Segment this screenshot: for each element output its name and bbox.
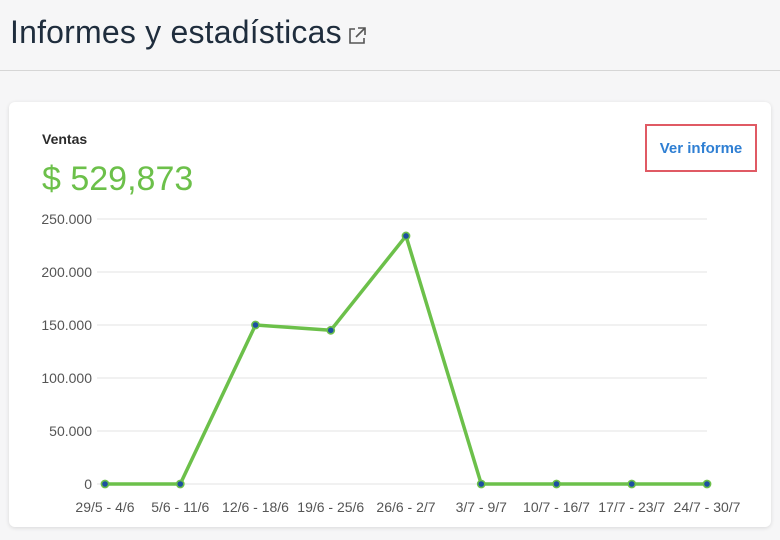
series-line bbox=[105, 234, 707, 486]
data-point bbox=[476, 479, 486, 489]
sales-card: Ventas $ 529,873 Ver informe bbox=[9, 102, 771, 527]
x-tick-label: 17/7 - 23/7 bbox=[598, 499, 665, 515]
y-tick-label: 0 bbox=[84, 476, 92, 492]
x-tick-label: 24/7 - 30/7 bbox=[674, 499, 741, 515]
data-point bbox=[702, 479, 712, 489]
view-report-link[interactable]: Ver informe bbox=[645, 124, 757, 172]
metric-label: Ventas bbox=[42, 131, 88, 147]
data-point bbox=[627, 479, 637, 489]
x-tick-label: 19/6 - 25/6 bbox=[297, 499, 364, 515]
x-tick-label: 12/6 - 18/6 bbox=[222, 499, 289, 515]
x-tick-label: 5/6 - 11/6 bbox=[151, 499, 209, 515]
y-tick-label: 150.000 bbox=[41, 317, 92, 333]
data-point bbox=[552, 479, 561, 489]
y-tick-label: 200.000 bbox=[41, 264, 92, 280]
y-tick-label: 100.000 bbox=[41, 370, 92, 386]
data-point bbox=[175, 479, 185, 489]
y-tick-label: 50.000 bbox=[49, 423, 92, 439]
y-tick-label: 250.000 bbox=[41, 211, 92, 227]
x-tick-label: 3/7 - 9/7 bbox=[456, 499, 508, 515]
x-tick-label: 10/7 - 16/7 bbox=[523, 499, 590, 515]
page-title: Informes y estadísticas bbox=[10, 14, 342, 50]
data-point bbox=[326, 325, 336, 335]
data-point bbox=[100, 479, 110, 489]
x-tick-label: 26/6 - 2/7 bbox=[376, 499, 435, 515]
external-link-icon[interactable] bbox=[346, 25, 368, 47]
page-header: Informes y estadísticas bbox=[0, 0, 780, 71]
data-point bbox=[401, 231, 411, 241]
metric-value: $ 529,873 bbox=[42, 160, 194, 198]
data-point bbox=[251, 320, 260, 330]
x-tick-label: 29/5 - 4/6 bbox=[75, 499, 134, 515]
